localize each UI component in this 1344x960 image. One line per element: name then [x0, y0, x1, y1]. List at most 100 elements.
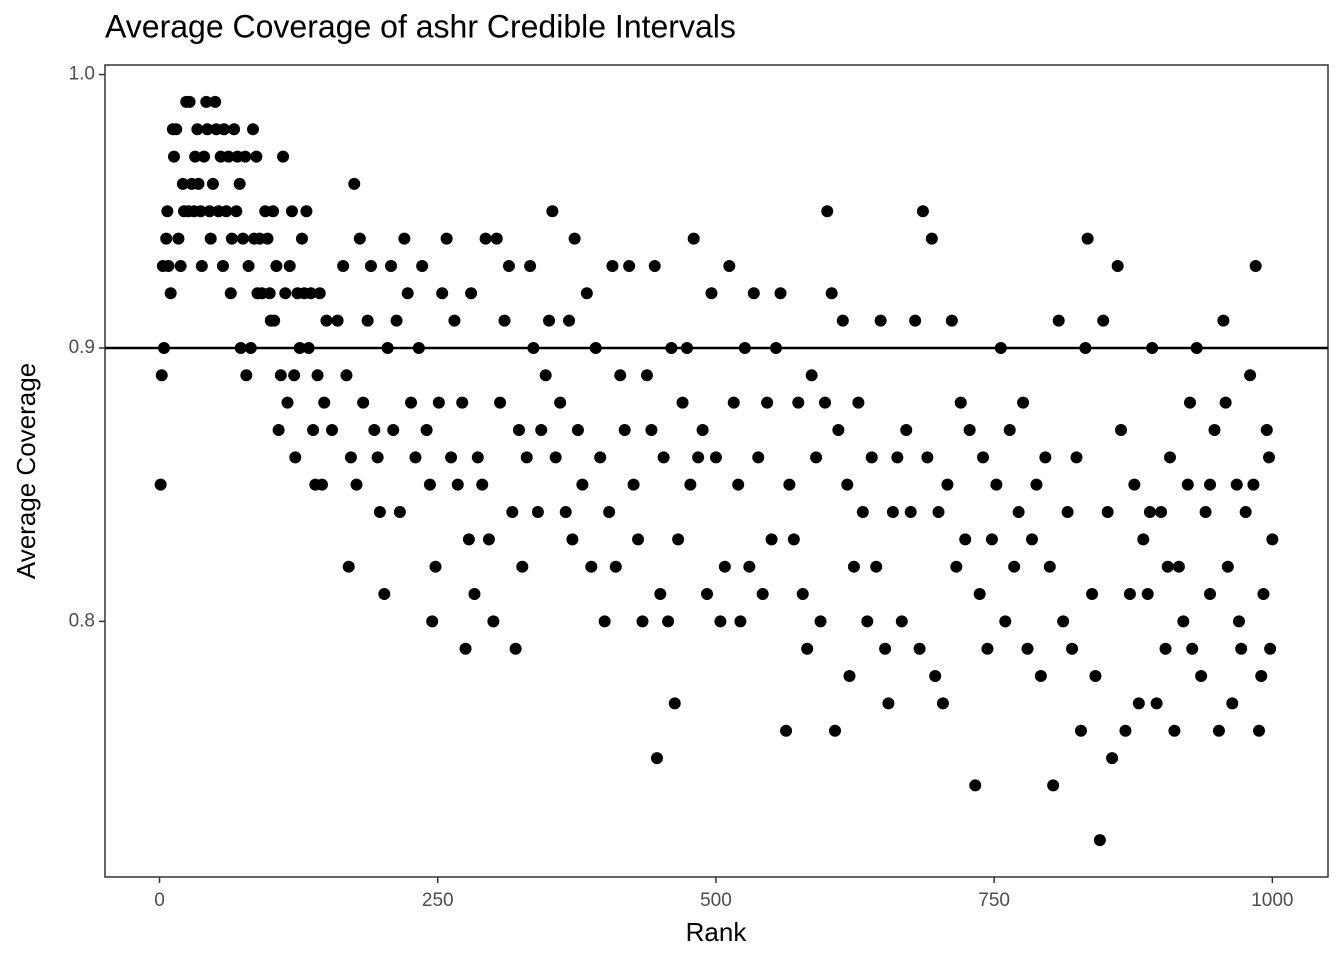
point: [636, 615, 649, 628]
point: [1181, 478, 1194, 491]
point: [295, 232, 308, 245]
point: [162, 259, 175, 272]
point: [218, 123, 231, 136]
point: [482, 533, 495, 546]
point: [440, 232, 453, 245]
point: [861, 615, 874, 628]
point: [843, 670, 856, 683]
point: [160, 232, 173, 245]
point: [206, 177, 219, 190]
point: [268, 314, 281, 327]
point: [340, 369, 353, 382]
point: [164, 287, 177, 300]
point: [563, 314, 576, 327]
point: [342, 560, 355, 573]
point: [203, 205, 216, 218]
point: [337, 259, 350, 272]
point: [990, 478, 1003, 491]
point: [783, 478, 796, 491]
point: [222, 150, 235, 163]
point: [174, 259, 187, 272]
point: [436, 287, 449, 300]
point: [614, 369, 627, 382]
point: [640, 369, 653, 382]
point: [1212, 724, 1225, 737]
point: [752, 451, 765, 464]
point: [1235, 642, 1248, 655]
point: [632, 533, 645, 546]
point: [476, 478, 489, 491]
point: [929, 670, 942, 683]
point: [432, 396, 445, 409]
point: [274, 369, 287, 382]
point: [516, 560, 529, 573]
point: [549, 451, 562, 464]
point: [963, 423, 976, 436]
point: [1232, 615, 1245, 628]
point: [580, 287, 593, 300]
point: [263, 287, 276, 300]
point: [209, 95, 222, 108]
point: [456, 396, 469, 409]
point: [524, 259, 537, 272]
point: [535, 423, 548, 436]
point: [801, 642, 814, 655]
point: [732, 478, 745, 491]
point: [981, 642, 994, 655]
point: [1161, 560, 1174, 573]
point: [204, 232, 217, 245]
point: [357, 396, 370, 409]
point: [353, 232, 366, 245]
point: [172, 232, 185, 245]
point: [368, 423, 381, 436]
point: [409, 451, 422, 464]
point: [1239, 506, 1252, 519]
point: [787, 533, 800, 546]
y-tick-label: 1.0: [69, 64, 95, 85]
point: [318, 396, 331, 409]
point: [668, 697, 681, 710]
point: [821, 205, 834, 218]
point: [247, 123, 260, 136]
point: [1052, 314, 1065, 327]
point: [554, 396, 567, 409]
point: [283, 259, 296, 272]
point: [1101, 506, 1114, 519]
point: [371, 451, 384, 464]
point: [288, 369, 301, 382]
point: [718, 560, 731, 573]
point: [891, 451, 904, 464]
point: [1163, 451, 1176, 464]
point: [945, 314, 958, 327]
point: [792, 396, 805, 409]
point: [1143, 506, 1156, 519]
point: [1003, 423, 1016, 436]
point: [1128, 478, 1141, 491]
point: [727, 396, 740, 409]
point: [1184, 396, 1197, 409]
plot-border: [104, 64, 1329, 878]
point: [384, 259, 397, 272]
point: [1115, 423, 1128, 436]
point: [692, 451, 705, 464]
point: [761, 396, 774, 409]
point: [1021, 642, 1034, 655]
point: [985, 533, 998, 546]
point: [445, 451, 458, 464]
point: [1230, 478, 1243, 491]
point: [1168, 724, 1181, 737]
point: [216, 259, 229, 272]
point: [1247, 478, 1260, 491]
point: [847, 560, 860, 573]
point: [176, 177, 189, 190]
point: [509, 642, 522, 655]
point: [606, 259, 619, 272]
point: [201, 123, 214, 136]
point: [765, 533, 778, 546]
point: [865, 451, 878, 464]
point: [1070, 451, 1083, 464]
point: [900, 423, 913, 436]
point: [921, 451, 934, 464]
point: [973, 588, 986, 601]
